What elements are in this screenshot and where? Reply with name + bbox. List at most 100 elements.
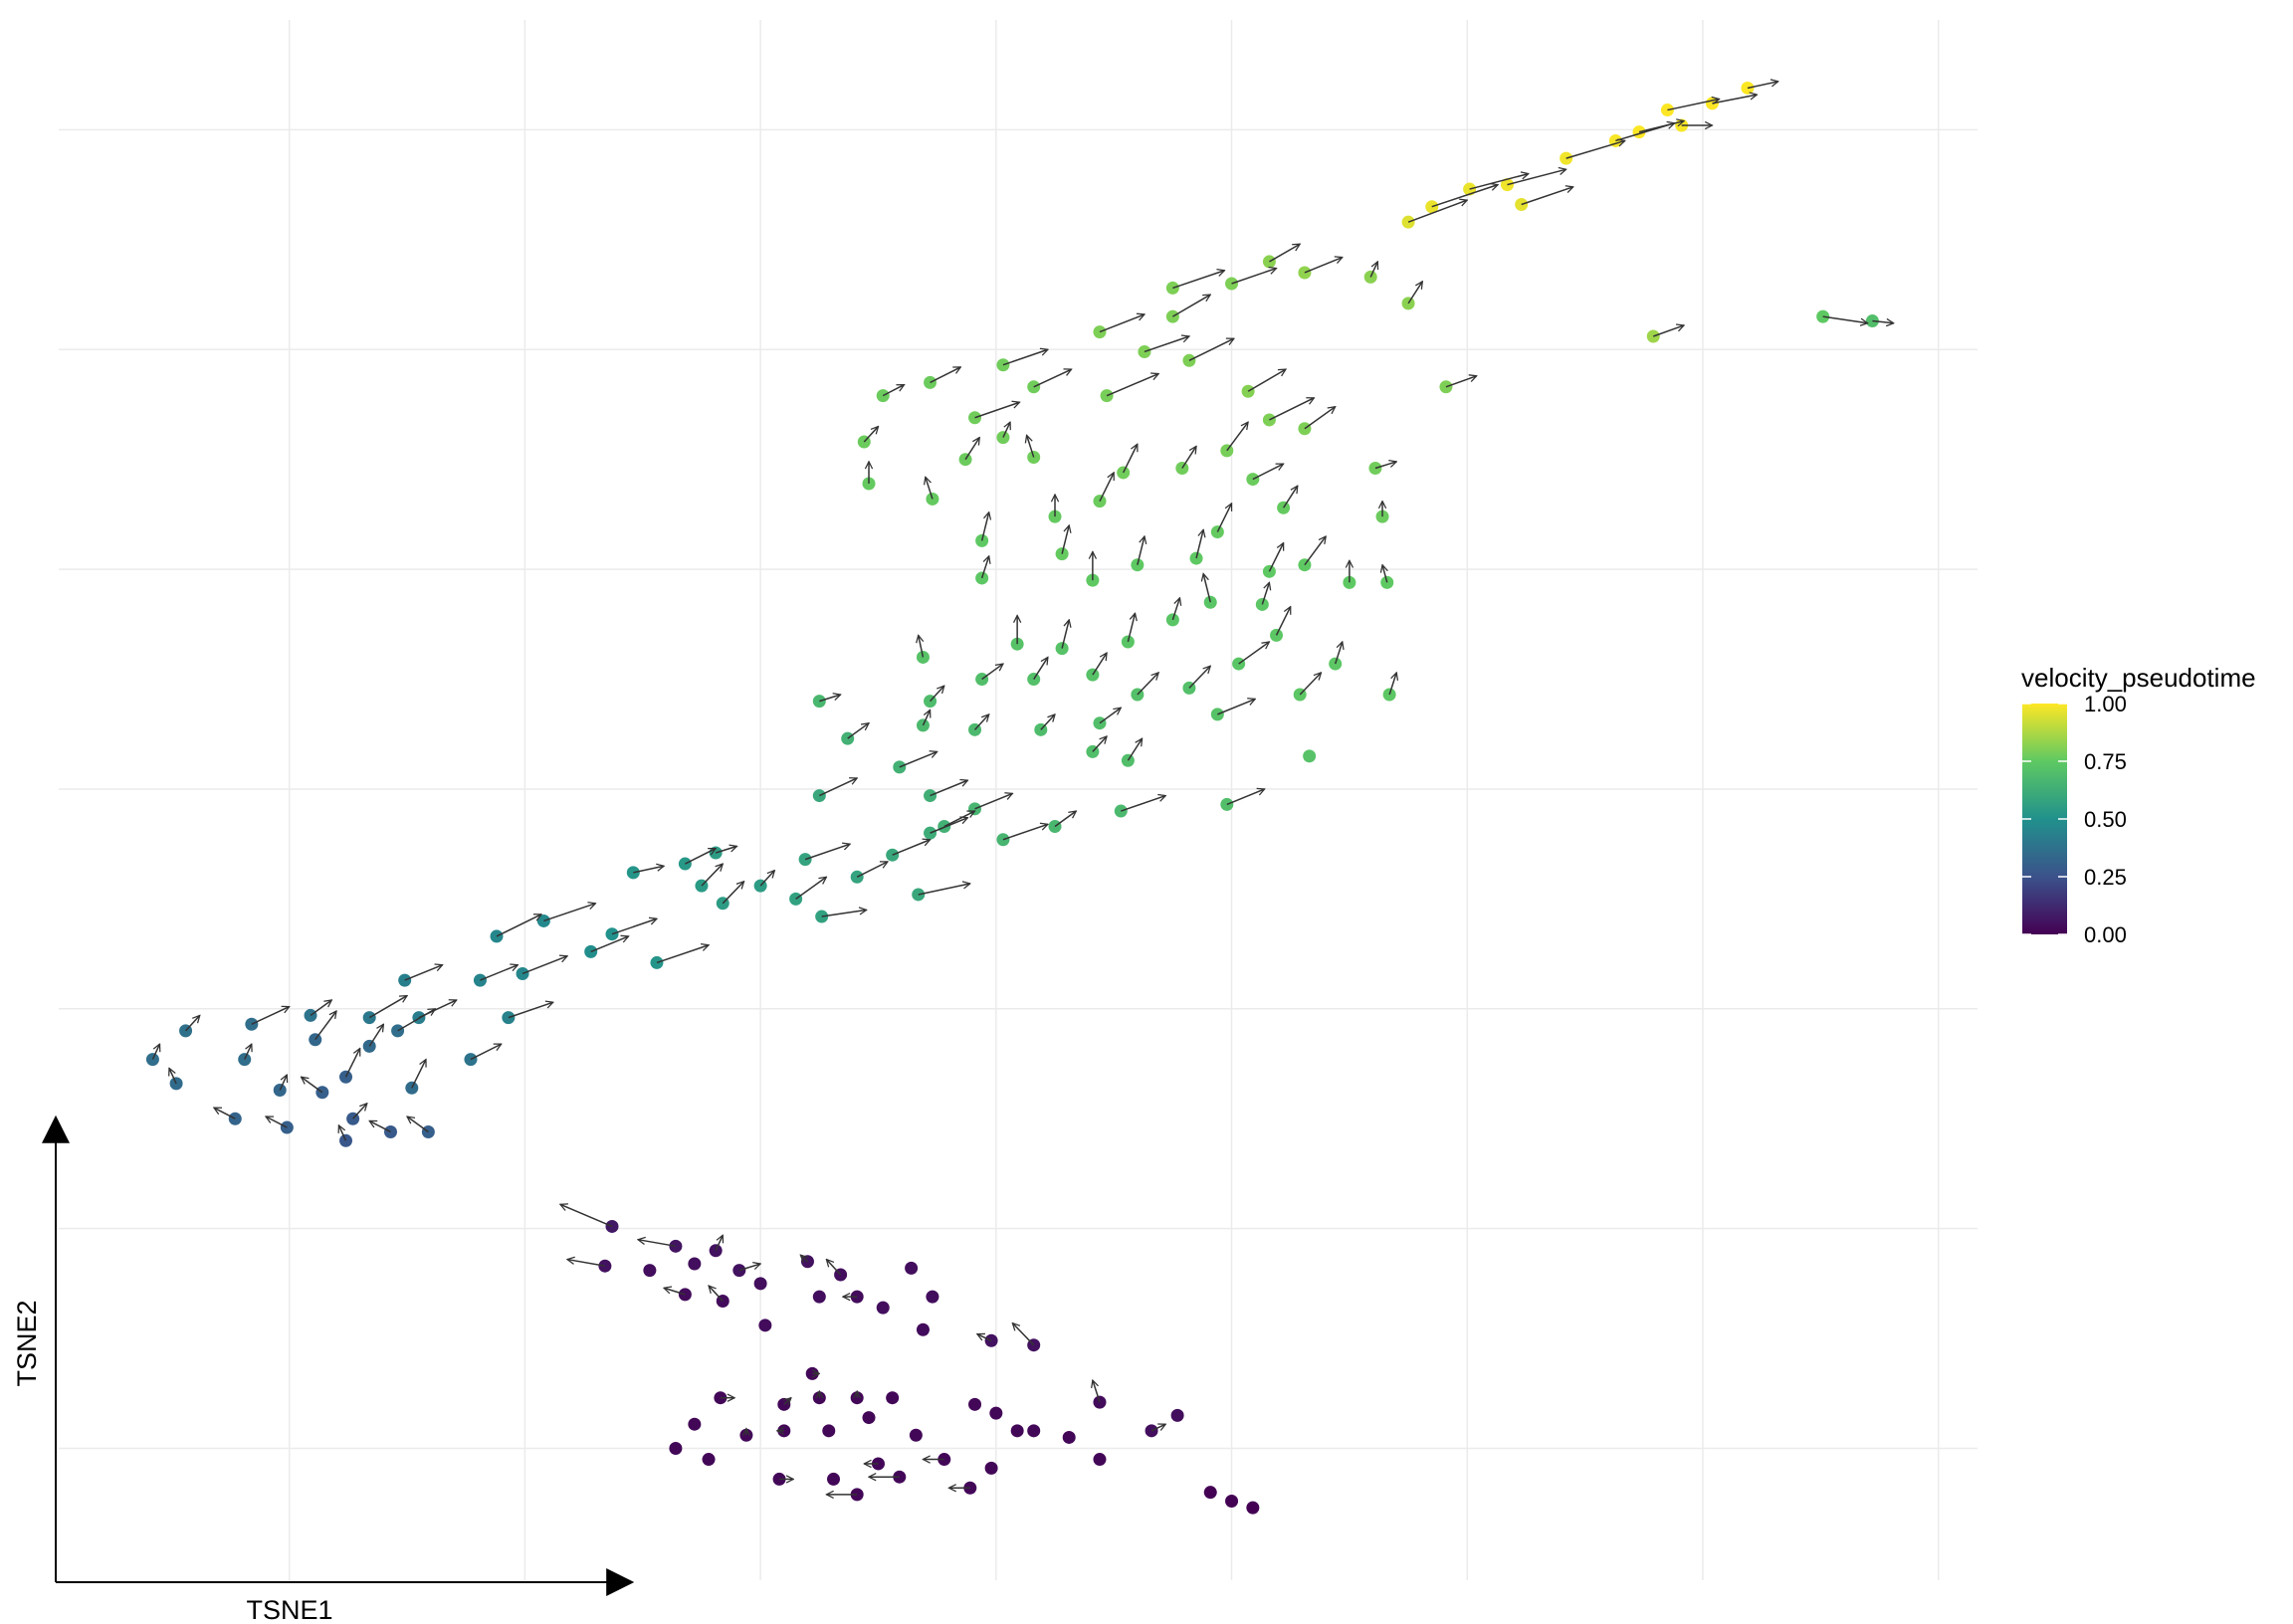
velocity-arrow [1226,789,1265,806]
velocity-arrow [929,686,944,703]
velocity-arrow [1304,536,1326,566]
point [1203,1486,1217,1500]
velocity-arrow [404,965,443,981]
velocity-arrow [943,810,975,828]
velocity-arrow [1712,95,1757,104]
velocity-arrow [1388,673,1396,696]
velocity-arrow [1261,582,1269,605]
point [916,1322,930,1336]
velocity-arrow [352,1104,367,1119]
velocity-arrow [918,884,970,896]
velocity-arrow [1652,325,1684,337]
velocity-arrows [151,82,1893,1495]
point [669,1441,683,1455]
velocity-arrow [974,402,1020,419]
point [926,1290,939,1304]
velocity-arrow [1231,269,1277,285]
points [145,81,1879,1515]
velocity-arrow [722,882,743,905]
point [905,1261,919,1275]
y-axis-label: TSNE2 [12,1300,42,1386]
velocity-arrow [151,1044,159,1060]
velocity-arrow [1374,462,1396,470]
velocity-arrow [560,1204,613,1228]
velocity-arrow [819,695,840,703]
point [1225,1494,1239,1508]
velocity-arrow [826,1260,842,1276]
velocity-arrow [407,1116,429,1133]
velocity-arrow [930,818,968,834]
velocity-arrow [1099,708,1121,724]
point [827,1472,841,1486]
velocity-arrow [397,1009,436,1032]
velocity-arrow [1061,525,1069,554]
velocity-arrow [1054,811,1076,828]
velocity-arrow [1247,369,1286,392]
velocity-arrow [411,1060,427,1089]
velocity-arrow [633,866,664,874]
velocity-arrow [310,1000,331,1017]
velocity-arrow [1033,657,1048,680]
velocity-arrow [1195,529,1203,559]
point [753,1277,767,1291]
velocity-arrow [314,1011,336,1041]
velocity-arrow [1203,574,1211,603]
velocity-arrow [1275,607,1292,636]
velocity-arrow [496,914,541,937]
velocity-arrow [1099,314,1145,333]
velocity-arrow [1122,444,1139,474]
point [1246,1501,1260,1515]
velocity-arrow [369,1119,391,1133]
point [886,1391,900,1405]
point [304,1008,317,1022]
point [1062,1430,1076,1444]
velocity-arrow [1445,376,1477,388]
velocity-arrow [1171,295,1210,317]
velocity-arrow [1002,824,1048,841]
velocity-arrow [821,910,867,917]
velocity-arrow [338,1125,347,1141]
velocity-arrow [980,556,989,579]
point [758,1319,772,1332]
point [909,1428,923,1442]
velocity-arrow [715,846,736,854]
colorbar-label: 0.75 [2084,749,2127,774]
legend: velocity_pseudotime 1.00 0.75 0.50 0.25 0.00 [2021,663,2256,947]
velocity-arrow [977,1334,992,1341]
velocity-arrow [1299,673,1321,696]
velocity-arrow [800,1255,807,1262]
velocity-arrow [266,1116,288,1128]
velocity-arrow [709,1286,724,1303]
legend-title: velocity_pseudotime [2021,663,2256,693]
velocity-arrow [214,1107,236,1119]
point [688,1257,702,1271]
velocity-arrow [508,1002,553,1019]
velocity-arrow [1238,642,1270,665]
velocity-arrow [1217,699,1255,715]
velocity-arrow [926,477,934,500]
velocity-arrow [1407,282,1422,304]
colorbar-label: 1.00 [2084,692,2127,716]
velocity-arrow [1127,738,1142,761]
velocity-arrow [1216,504,1233,532]
velocity-arrow [930,366,961,384]
point [643,1264,657,1278]
velocity-arrow [656,945,709,964]
velocity-arrow [964,438,979,461]
velocity-arrow [685,847,716,865]
velocity-arrow [1226,422,1248,452]
velocity-arrow [1137,536,1145,565]
velocity-arrow [1144,336,1189,353]
point [502,1011,516,1025]
point [1027,1424,1041,1438]
velocity-arrow [1181,446,1196,469]
velocity-arrow [922,710,930,726]
velocity-arrow [701,864,723,887]
velocity-arrow [1507,169,1565,186]
point [968,1397,982,1411]
velocity-arrow [784,1398,791,1405]
velocity-arrow [1027,435,1035,458]
velocity-arrow [892,840,931,856]
point [862,1411,876,1425]
velocity-arrow [590,936,629,953]
